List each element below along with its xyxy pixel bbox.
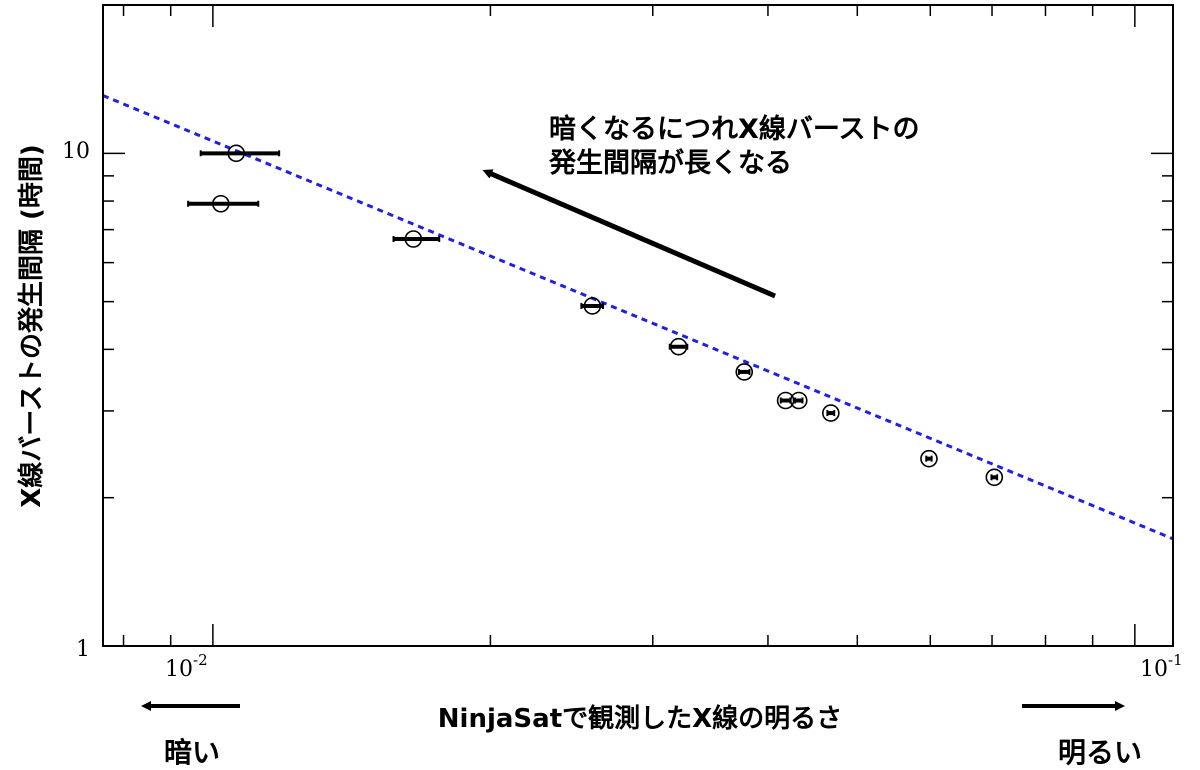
y-axis-title: X線バーストの発生間隔 (時間) <box>16 144 47 508</box>
annotation-line-2: 発生間隔が長くなる <box>548 147 792 179</box>
data-point-2 <box>404 230 423 248</box>
x-tick-label-0.1-base: 10 <box>1140 657 1168 682</box>
y-tick-label-1: 1 <box>76 637 90 662</box>
x-tick-label-0.01-base: 10 <box>165 657 193 682</box>
x-tick-label-0.1-exp: -1 <box>1168 651 1183 669</box>
data-point-8 <box>822 404 840 422</box>
data-points <box>187 144 1004 487</box>
data-point-0 <box>227 144 246 163</box>
plot-frame <box>102 4 1174 647</box>
axis-ticks <box>103 4 1173 647</box>
data-point-6 <box>776 391 795 410</box>
x-tick-label-0.01-exp: -2 <box>193 651 208 669</box>
bright-label: 明るい <box>1058 736 1142 769</box>
data-point-10 <box>985 468 1004 487</box>
annotation-line-1: 暗くなるにつれX線バーストの <box>549 113 919 145</box>
data-point-5 <box>735 363 754 381</box>
trend-arrow <box>482 169 776 299</box>
dark-label: 暗い <box>164 736 220 769</box>
x-axis-title: NinjaSatで観測したX線の明るさ <box>438 703 842 734</box>
data-point-1 <box>212 194 230 213</box>
data-point-7 <box>789 391 808 410</box>
y-tick-label-10: 10 <box>62 139 90 164</box>
x-tick-label-0.01: 10-2 <box>165 651 208 682</box>
x-tick-label-0.1: 10-1 <box>1140 651 1183 682</box>
data-point-4 <box>669 337 688 356</box>
data-point-3 <box>583 297 602 315</box>
data-point-9 <box>920 449 938 468</box>
